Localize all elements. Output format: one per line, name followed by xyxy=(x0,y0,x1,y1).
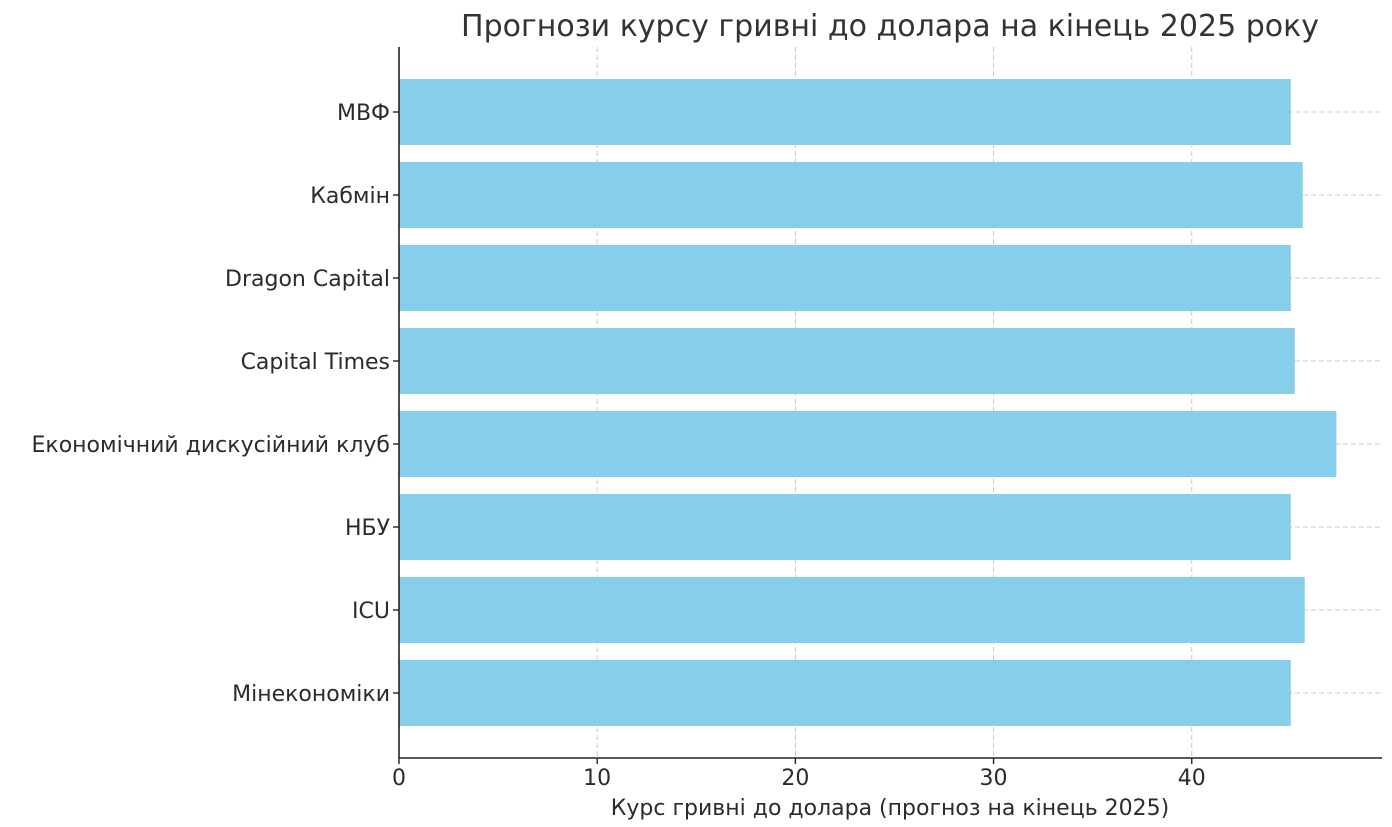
category-label: МВФ xyxy=(337,101,390,126)
x-tick-label: 20 xyxy=(781,766,809,791)
bar xyxy=(399,245,1291,311)
category-label: Capital Times xyxy=(241,350,390,375)
category-label: Кабмін xyxy=(310,184,390,209)
grid-layer xyxy=(399,47,1382,758)
x-tick-label: 0 xyxy=(392,766,406,791)
category-label: Dragon Capital xyxy=(225,267,390,292)
bars-layer xyxy=(399,79,1337,726)
category-label: Мінекономіки xyxy=(232,682,390,707)
ticks-layer: 0 10 20 30 40 МВФ Кабмін Dragon Capital Capital … xyxy=(32,101,1206,791)
x-axis-label: Курс гривні до долара (прогноз на кінець… xyxy=(611,796,1169,821)
bar xyxy=(399,411,1337,477)
category-label: Економічний дискусійний клуб xyxy=(32,433,391,458)
category-label: НБУ xyxy=(345,516,391,541)
bar xyxy=(399,577,1305,643)
bar xyxy=(399,79,1291,145)
category-label: ICU xyxy=(352,599,390,624)
bar xyxy=(399,162,1303,228)
bar xyxy=(399,660,1291,726)
chart-title: Прогнози курсу гривні до долара на кінец… xyxy=(461,9,1319,44)
x-tick-label: 40 xyxy=(1178,766,1206,791)
x-tick-label: 10 xyxy=(583,766,611,791)
x-tick-label: 30 xyxy=(980,766,1008,791)
bar xyxy=(399,494,1291,560)
axes-layer xyxy=(398,47,1382,759)
bar xyxy=(399,328,1295,394)
